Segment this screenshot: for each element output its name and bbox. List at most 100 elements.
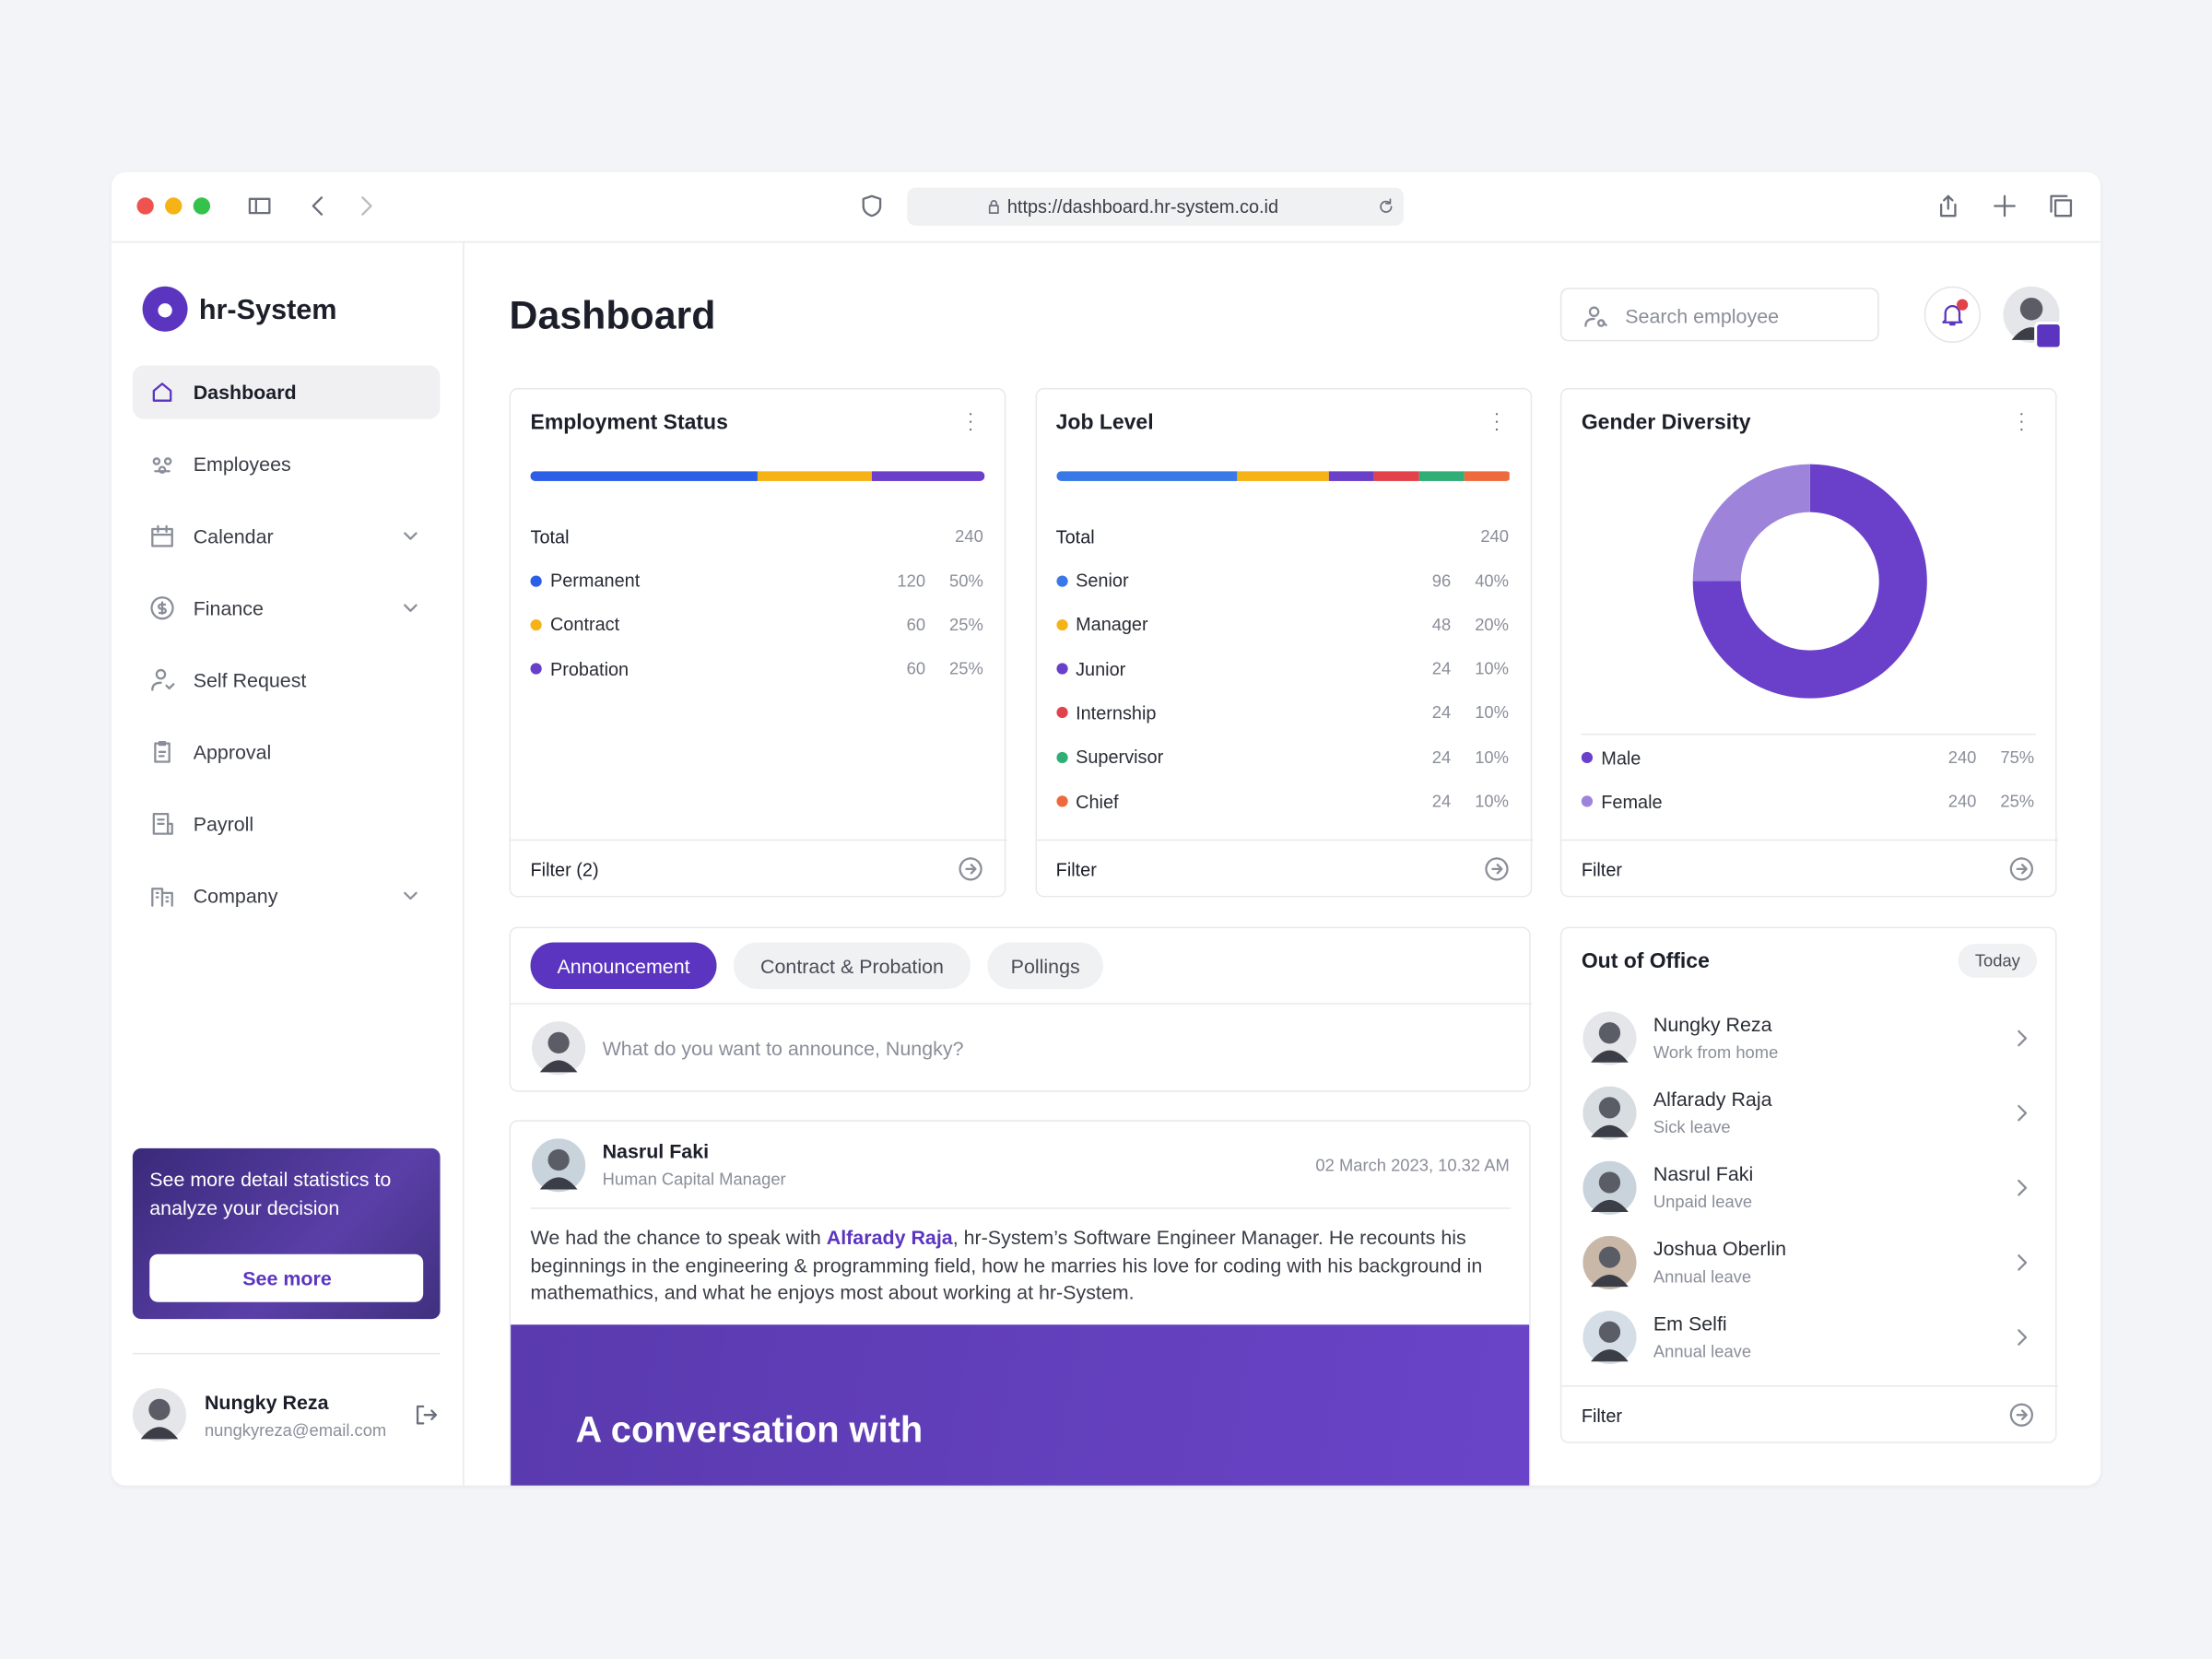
legend-count: 96 bbox=[1431, 571, 1452, 591]
legend-dot bbox=[1581, 751, 1594, 764]
legend-count: 24 bbox=[1431, 747, 1452, 768]
stat-card: Employment Status Total 240 Permanent 120 50%… bbox=[509, 387, 1007, 898]
nav-item[interactable]: Company bbox=[133, 869, 441, 923]
person-status: Annual leave bbox=[1653, 1266, 1752, 1287]
nav-chevron bbox=[404, 891, 418, 900]
promo-button[interactable]: See more bbox=[149, 1253, 424, 1302]
bar-segment bbox=[757, 471, 872, 481]
nav-label: Dashboard bbox=[193, 381, 297, 404]
row-chevron-path bbox=[2018, 1179, 2028, 1196]
browser-window: https://dashboard.hr-system.co.id hr-Syst… bbox=[111, 171, 2101, 1486]
stack-bar bbox=[1055, 471, 1511, 481]
nav-item[interactable]: Approval bbox=[133, 725, 441, 779]
tab[interactable]: Announcement bbox=[530, 942, 717, 989]
ooo-row[interactable]: Alfarady Raja Sick leave bbox=[1561, 1077, 2058, 1148]
reload-icon bbox=[1380, 198, 1393, 213]
legend-percent: 50% bbox=[949, 571, 983, 591]
logout-icon-path bbox=[416, 1405, 438, 1425]
banner-title: A conversation with bbox=[575, 1407, 924, 1451]
person-avatar bbox=[1583, 1160, 1637, 1215]
row-chevron-path bbox=[2018, 1104, 2028, 1122]
search-box[interactable]: Search employee bbox=[1559, 288, 1879, 342]
lock-icon-path bbox=[988, 200, 999, 214]
legend-percent: 10% bbox=[1475, 658, 1509, 679]
legend-percent: 25% bbox=[949, 615, 983, 635]
ooo-badge[interactable]: Today bbox=[1958, 943, 2038, 978]
nav-icon bbox=[151, 668, 175, 691]
logo-svg bbox=[158, 303, 172, 318]
ooo-row[interactable]: Nasrul Faki Unpaid leave bbox=[1561, 1153, 2058, 1224]
share-icon-path bbox=[1939, 194, 1957, 218]
notification-button[interactable] bbox=[1924, 286, 1981, 343]
nav-item[interactable]: Self Request bbox=[133, 653, 441, 707]
donut bbox=[1692, 464, 1927, 699]
announcement-card: Announcement Contract & Probation Pollings… bbox=[509, 926, 1533, 1092]
go-icon bbox=[1484, 857, 1508, 881]
person-name: Nungky Reza bbox=[1653, 1012, 1772, 1036]
total-value: 240 bbox=[955, 525, 983, 547]
window-dot bbox=[193, 197, 211, 215]
avatar-body bbox=[140, 1427, 179, 1440]
nav-icon-path bbox=[152, 813, 173, 835]
legend-count: 120 bbox=[897, 571, 926, 591]
card-footer[interactable]: Filter bbox=[1036, 841, 1533, 897]
nav-label: Approval bbox=[193, 740, 272, 764]
nav-item[interactable]: Dashboard bbox=[132, 365, 441, 419]
person-name: Alfarady Raja bbox=[1653, 1088, 1772, 1111]
post-author: Nasrul Faki bbox=[602, 1139, 710, 1163]
tab[interactable]: Contract & Probation bbox=[733, 942, 971, 989]
ooo-row[interactable]: Em Selfi Annual leave bbox=[1561, 1302, 2058, 1373]
composer-placeholder[interactable]: What do you want to announce, Nungky? bbox=[602, 1036, 964, 1060]
nav-item[interactable]: Calendar bbox=[133, 510, 441, 563]
logo-mark bbox=[158, 303, 172, 318]
legend-dot bbox=[1055, 574, 1067, 586]
tab[interactable]: Pollings bbox=[987, 942, 1103, 989]
brand-logo bbox=[142, 286, 188, 332]
nav-item[interactable]: Finance bbox=[133, 582, 441, 635]
nav-icon bbox=[150, 596, 174, 620]
ooo-footer[interactable]: Filter bbox=[1561, 1387, 2058, 1443]
forward-button bbox=[361, 196, 372, 216]
go-icon-path bbox=[1484, 857, 1508, 881]
url-bar[interactable]: https://dashboard.hr-system.co.id bbox=[907, 187, 1404, 226]
ooo-row[interactable]: Joshua Oberlin Annual leave bbox=[1561, 1228, 2058, 1299]
post-card: Nasrul Faki Human Capital Manager 02 March… bbox=[509, 1120, 1531, 1486]
bell-icon-path bbox=[1942, 305, 1963, 326]
user-name: Nungky Reza bbox=[204, 1391, 329, 1414]
avatar-head bbox=[547, 1031, 570, 1054]
avatar-head bbox=[2019, 297, 2043, 321]
bar-segment bbox=[1373, 471, 1419, 481]
stat-card: Gender Diversity Male 240 75% Female 240 25% Fi… bbox=[1559, 387, 2059, 898]
share-icon bbox=[1939, 194, 1957, 218]
nav-chevron-path bbox=[404, 532, 418, 540]
legend-percent: 10% bbox=[1475, 747, 1509, 768]
card-footer[interactable]: Filter bbox=[1561, 841, 2058, 897]
card-footer[interactable]: Filter (2) bbox=[511, 841, 1007, 897]
avatar-head bbox=[1598, 1022, 1621, 1044]
row-chevron bbox=[2018, 1030, 2028, 1047]
post-link[interactable]: Alfarady Raja bbox=[826, 1226, 953, 1249]
nav-item[interactable]: Employees bbox=[133, 437, 441, 490]
total-label: Total bbox=[1055, 525, 1095, 547]
post-banner: A conversation with bbox=[511, 1324, 1530, 1486]
legend-label: Male bbox=[1601, 747, 1641, 769]
person-status: Annual leave bbox=[1653, 1341, 1752, 1362]
sidebar-border bbox=[463, 242, 465, 1486]
avatar-body bbox=[1591, 1124, 1629, 1137]
nav-icon bbox=[152, 813, 173, 835]
row-chevron bbox=[2018, 1329, 2028, 1346]
avatar-head bbox=[1598, 1097, 1621, 1119]
bar-segment bbox=[871, 471, 985, 481]
nav-label: Finance bbox=[193, 596, 264, 619]
composer-avatar bbox=[532, 1021, 586, 1076]
nav-item[interactable]: Payroll bbox=[133, 797, 441, 851]
legend-percent: 25% bbox=[2000, 792, 2035, 812]
forward-button-path bbox=[361, 196, 372, 216]
tab-label: Contract & Probation bbox=[760, 954, 944, 977]
avatar-body bbox=[1591, 1274, 1629, 1288]
row-chevron bbox=[2018, 1104, 2028, 1122]
legend-dot bbox=[1055, 618, 1067, 630]
avatar-head bbox=[547, 1148, 570, 1171]
legend-count: 24 bbox=[1431, 658, 1452, 679]
ooo-row[interactable]: Nungky Reza Work from home bbox=[1561, 1003, 2058, 1074]
